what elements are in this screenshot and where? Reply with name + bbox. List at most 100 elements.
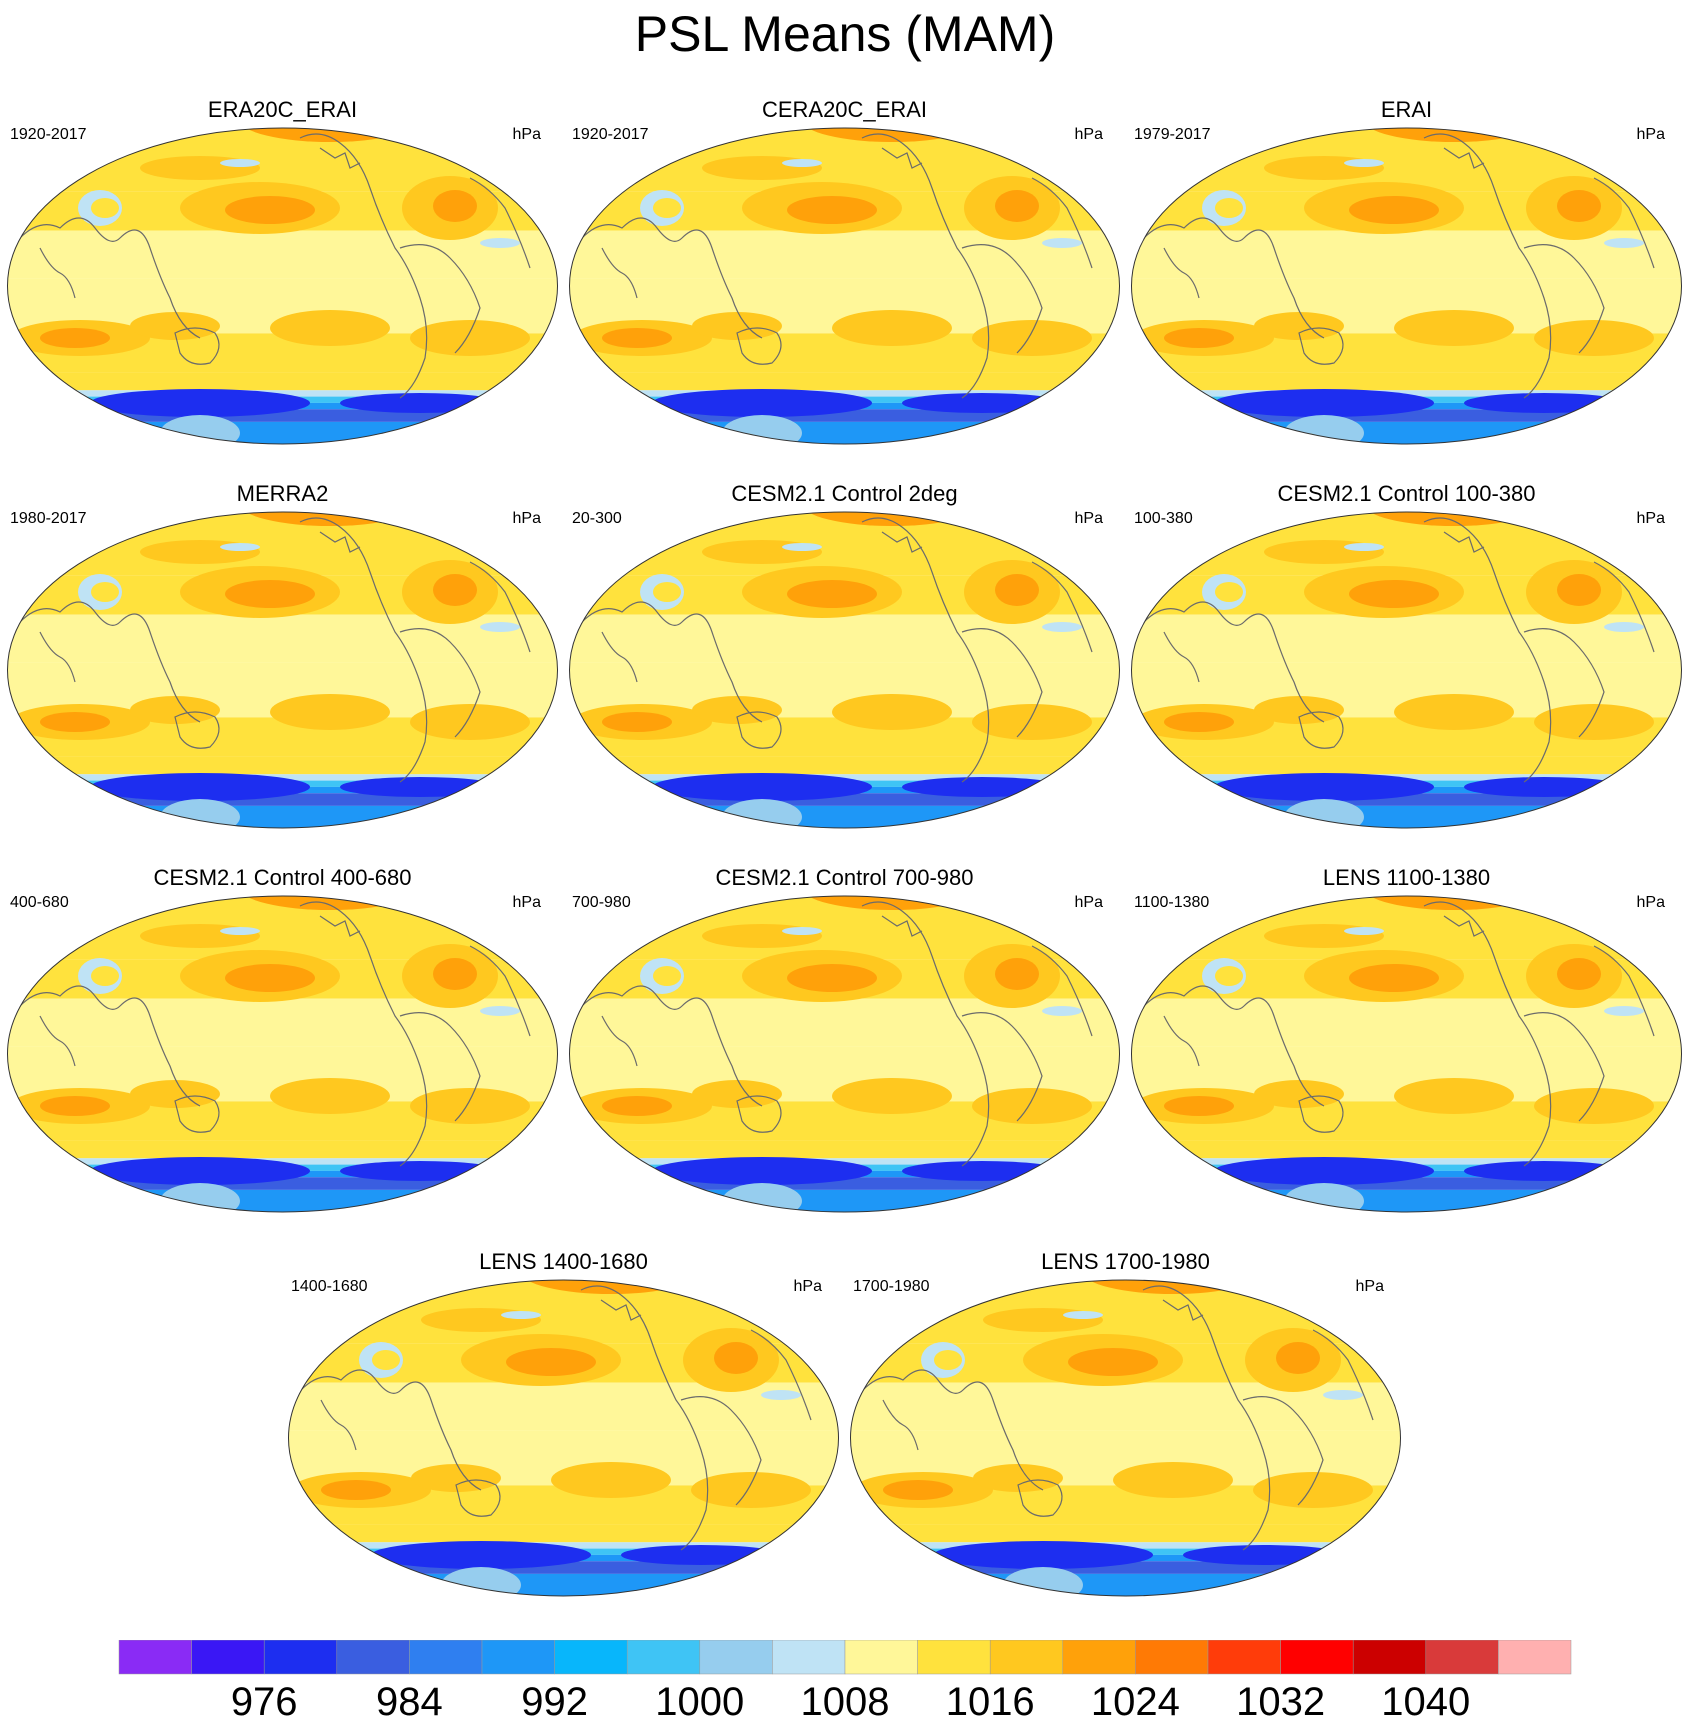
- colorbar-box: [772, 1640, 846, 1675]
- coastline: [581, 985, 763, 1107]
- pressure-cell: [410, 1088, 530, 1124]
- map-svg: [1131, 127, 1682, 460]
- coastline: [1443, 531, 1485, 553]
- map-svg: [7, 127, 558, 460]
- pressure-cell: [40, 328, 110, 348]
- colorbar-tick-label: 1016: [945, 1680, 1035, 1724]
- coastline: [1298, 327, 1344, 365]
- panel-title: LENS 1400-1680: [479, 1249, 648, 1274]
- pressure-cell: [1557, 574, 1601, 606]
- panel-units: hPa: [1355, 1278, 1384, 1295]
- pressure-cell: [270, 1078, 390, 1114]
- colorbar-box: [1280, 1640, 1354, 1675]
- pressure-cell: [1349, 196, 1439, 224]
- pressure-cell: [782, 159, 822, 167]
- colorbar-box: [481, 1640, 555, 1675]
- pressure-cell: [225, 580, 315, 608]
- colorbar-tick-label: 992: [521, 1680, 588, 1724]
- map-svg: [569, 895, 1120, 1213]
- colorbar-box: [1135, 1640, 1209, 1675]
- pressure-cell: [372, 1350, 400, 1370]
- pressure-band: [7, 421, 558, 444]
- pressure-cell: [340, 1161, 500, 1181]
- colorbar-tick-label: 1032: [1236, 1680, 1326, 1724]
- map-svg: [569, 511, 1120, 829]
- pressure-cell: [902, 393, 1062, 413]
- pressure-cell: [433, 190, 477, 222]
- pressure-cell: [696, 1394, 746, 1406]
- coastline: [469, 945, 531, 1037]
- coastline: [1142, 1285, 1271, 1551]
- pressure-cell: [91, 966, 119, 986]
- coastline: [174, 711, 220, 749]
- pressure-cell: [1349, 580, 1439, 608]
- pressure-cell: [1557, 958, 1601, 990]
- colorbar-tick-label: 1000: [655, 1680, 745, 1724]
- coastline: [401, 1605, 711, 1612]
- coastline: [1423, 517, 1552, 783]
- colorbar-tick-label: 1040: [1381, 1680, 1471, 1724]
- pressure-cell: [411, 1464, 501, 1492]
- pressure-cell: [1063, 1311, 1103, 1319]
- coastline: [581, 601, 763, 723]
- pressure-cell: [1349, 964, 1439, 992]
- pressure-band: [7, 774, 558, 781]
- pressure-cell: [1534, 1088, 1654, 1124]
- coastline: [299, 517, 428, 783]
- pressure-cell: [220, 927, 260, 935]
- pressure-band: [1131, 1189, 1682, 1212]
- coastline: [299, 133, 428, 399]
- pressure-cell: [722, 1183, 802, 1212]
- coastline: [601, 631, 638, 683]
- pressure-cell: [1394, 694, 1514, 730]
- pressure-band: [1131, 230, 1682, 279]
- panel-period: 1100-1380: [1134, 894, 1210, 911]
- coastline: [1017, 1479, 1063, 1517]
- panel-units: hPa: [793, 1278, 822, 1295]
- coastline: [399, 1012, 481, 1122]
- pressure-cell: [652, 773, 872, 801]
- pressure-band: [1131, 372, 1682, 391]
- pressure-cell: [1183, 1545, 1343, 1565]
- pressure-cell: [1164, 328, 1234, 348]
- coastline: [1244, 453, 1554, 460]
- panel-units: hPa: [1074, 126, 1103, 143]
- pressure-cell: [91, 582, 119, 602]
- coastline: [1143, 217, 1325, 339]
- panel-units: hPa: [1636, 510, 1665, 527]
- pressure-cell: [972, 1088, 1092, 1124]
- pressure-cell: [90, 773, 310, 801]
- coastline: [1244, 1221, 1554, 1228]
- pressure-cell: [1284, 799, 1364, 828]
- pressure-cell: [691, 1472, 811, 1508]
- pressure-cell: [1164, 712, 1234, 732]
- pressure-cell: [410, 704, 530, 740]
- coastline: [580, 1285, 709, 1551]
- pressure-cell: [220, 543, 260, 551]
- pressure-cell: [1214, 773, 1434, 801]
- pressure-band: [850, 1573, 1401, 1596]
- panel-period: 1400-1680: [291, 1278, 368, 1295]
- pressure-cell: [40, 1096, 110, 1116]
- coastline: [682, 453, 992, 460]
- pressure-band: [850, 1524, 1401, 1543]
- panel-period: 1980-2017: [10, 510, 87, 527]
- coastline: [120, 453, 430, 460]
- pressure-band: [7, 1189, 558, 1212]
- pressure-band: [569, 805, 1120, 828]
- panel-title: CESM2.1 Control 100-380: [1277, 481, 1536, 506]
- coastline: [1593, 177, 1655, 269]
- coastline: [1163, 631, 1200, 683]
- coastline: [736, 711, 782, 749]
- panel-units: hPa: [512, 510, 541, 527]
- pressure-cell: [130, 696, 220, 724]
- pressure-band: [7, 756, 558, 775]
- coastline: [39, 247, 76, 299]
- map-panel: LENS 1700-1980 1700-1980 hPa: [843, 1250, 1408, 1625]
- panel-title: CERA20C_ERAI: [761, 97, 928, 122]
- pressure-cell: [653, 966, 681, 986]
- colorbar-box: [263, 1640, 338, 1675]
- colorbar: [118, 1640, 1572, 1675]
- coastline: [1312, 1329, 1374, 1421]
- map-panel: LENS 1400-1680 1400-1680 hPa: [281, 1250, 846, 1625]
